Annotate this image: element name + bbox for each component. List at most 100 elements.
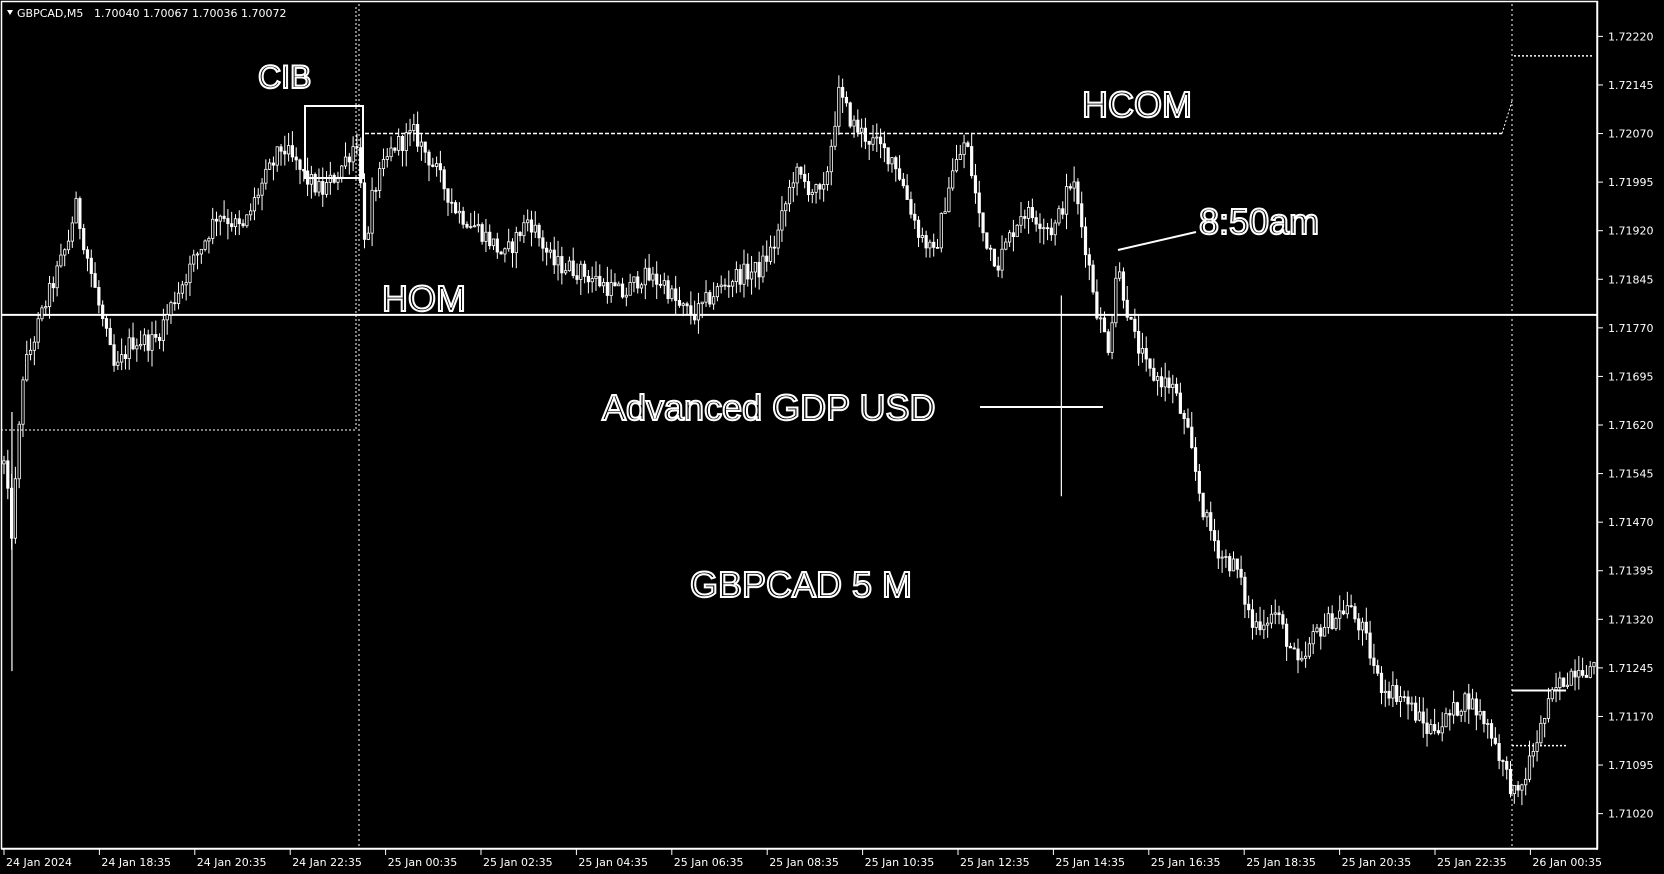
candle-body	[313, 174, 317, 193]
candle-body	[1277, 612, 1281, 616]
candle-body	[1193, 447, 1198, 472]
candle-body	[309, 174, 313, 185]
candle-body	[1209, 512, 1213, 531]
candle-body	[510, 241, 515, 254]
candle-body	[1190, 426, 1194, 448]
candle-body	[1562, 677, 1566, 687]
candle-body	[1182, 412, 1186, 419]
price-tick-label: 1.71695	[1608, 370, 1654, 383]
candle-body	[1004, 241, 1008, 250]
candle-body	[533, 224, 537, 233]
candle-body	[1372, 657, 1376, 666]
candle-body	[1042, 227, 1046, 230]
time-tick-label: 25 Jan 12:35	[960, 856, 1030, 869]
candle-body	[890, 157, 894, 165]
candle-body	[1000, 248, 1004, 271]
candle-body	[719, 284, 723, 288]
candle-body	[1376, 665, 1380, 674]
candle-body	[924, 235, 928, 249]
candle-body	[1414, 702, 1418, 721]
candle-body	[47, 283, 52, 307]
candle-body	[575, 275, 579, 280]
candle-body	[806, 181, 811, 195]
candle-body	[294, 156, 298, 161]
candle-body	[435, 163, 439, 167]
candle-body	[1285, 623, 1289, 647]
candle-body	[1235, 558, 1239, 570]
candle-body	[63, 249, 67, 256]
level-lines	[1, 55, 1597, 747]
candle-body	[613, 282, 617, 287]
candle-body	[712, 296, 716, 305]
candle-body	[636, 276, 640, 289]
hcom-label: HCOM	[1082, 84, 1192, 125]
candle-body	[1174, 383, 1179, 394]
level-connector	[1501, 101, 1513, 134]
candle-body	[1501, 760, 1505, 762]
candle-body	[1224, 556, 1228, 558]
candle-body	[1159, 376, 1163, 388]
candle-body	[1584, 674, 1589, 678]
candle-body	[40, 307, 44, 320]
candle-body	[1546, 698, 1551, 719]
candle-body	[1118, 271, 1122, 279]
candle-body	[283, 150, 287, 155]
candle-body	[1489, 723, 1494, 739]
time-tick-label: 24 Jan 22:35	[292, 856, 362, 869]
candle-body	[362, 182, 367, 240]
candle-body	[1178, 392, 1182, 414]
candle-body	[1163, 377, 1167, 388]
candle-body	[1467, 693, 1471, 710]
candle-body	[195, 253, 200, 256]
candle-body	[400, 136, 405, 151]
candle-body	[1508, 768, 1513, 795]
candle-body	[992, 248, 997, 267]
candle-body	[1554, 687, 1558, 691]
candle-body	[1334, 617, 1338, 629]
price-tick-label: 1.71620	[1608, 419, 1654, 432]
candle-body	[230, 223, 234, 228]
time-tick-label: 25 Jan 04:35	[578, 856, 648, 869]
time-tick-label: 25 Jan 00:35	[388, 856, 458, 869]
candle-body	[461, 210, 465, 225]
candle-body	[378, 168, 382, 191]
candle-body	[867, 140, 871, 145]
candle-body	[249, 210, 253, 216]
candle-body	[180, 284, 184, 294]
header-dropdown-icon[interactable]	[7, 10, 13, 15]
hom-label: HOM	[382, 278, 466, 319]
candle-body	[1030, 207, 1034, 219]
candle-body	[541, 237, 545, 249]
candle-body	[21, 379, 25, 425]
candle-body	[1417, 711, 1422, 721]
candle-body	[901, 178, 905, 187]
candle-body	[1379, 672, 1384, 693]
candle-body	[55, 265, 59, 289]
candle-body	[996, 265, 1000, 271]
candle-body	[438, 163, 442, 171]
candle-body	[507, 241, 511, 250]
candle-body	[989, 247, 993, 250]
candle-body	[628, 282, 632, 296]
candle-body	[598, 275, 602, 287]
candle-body	[753, 261, 757, 273]
candle-body	[708, 292, 712, 305]
candle-body	[351, 146, 355, 163]
candle-body	[1212, 530, 1217, 542]
candle-body	[385, 156, 389, 160]
candle-body	[894, 157, 898, 170]
candle-body	[256, 194, 260, 199]
candle-body	[1201, 492, 1205, 518]
candle-body	[780, 210, 784, 231]
candle-body	[1524, 778, 1528, 786]
candle-body	[1520, 784, 1524, 791]
candle-body	[1459, 710, 1463, 716]
candle-body	[59, 254, 63, 267]
candle-body	[1239, 568, 1243, 578]
candle-body	[1114, 277, 1118, 324]
price-tick-label: 1.71470	[1608, 516, 1654, 529]
candle-body	[1171, 383, 1175, 388]
candle-body	[689, 305, 693, 315]
candle-body	[905, 185, 909, 200]
time-tick-label: 26 Jan 00:35	[1532, 856, 1602, 869]
